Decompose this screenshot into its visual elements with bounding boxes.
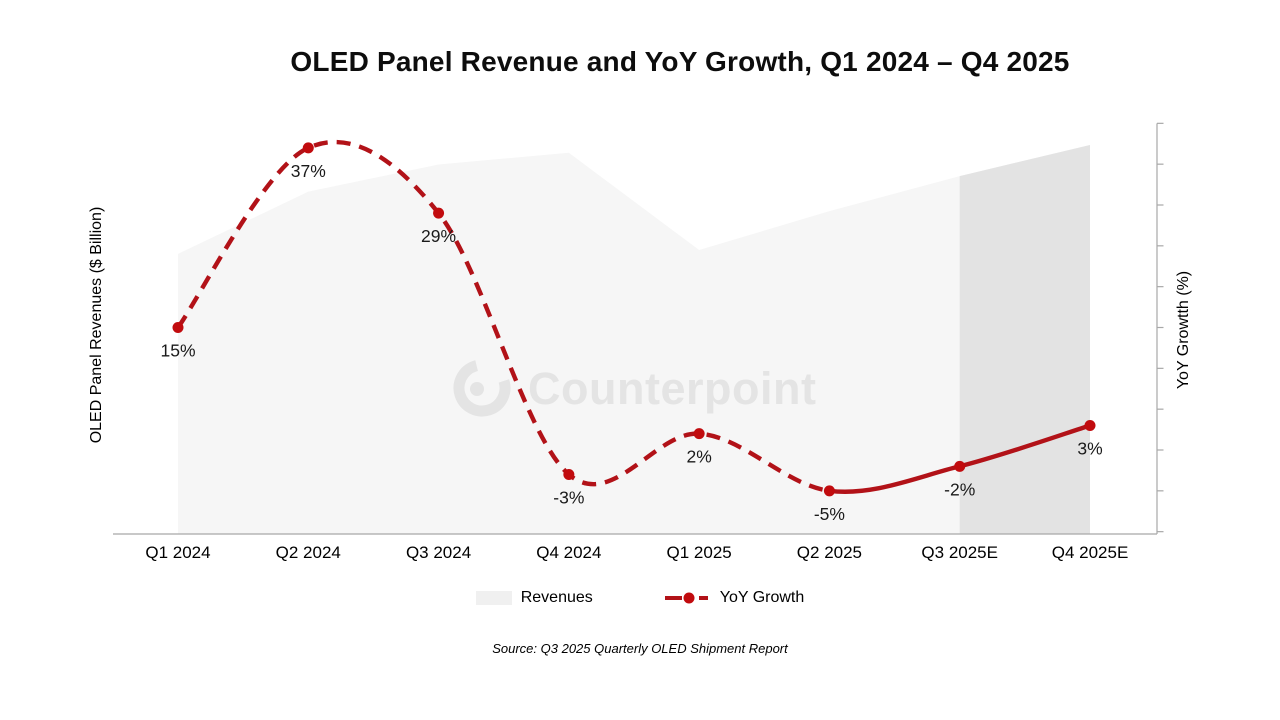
x-axis-label: Q3 2024 bbox=[406, 543, 471, 562]
yoy-data-label: -2% bbox=[944, 479, 975, 499]
x-axis-label: Q1 2024 bbox=[145, 543, 210, 562]
x-axis-label: Q4 2025E bbox=[1052, 543, 1129, 562]
page-title: OLED Panel Revenue and YoY Growth, Q1 20… bbox=[290, 46, 1070, 77]
revenues-swatch-icon bbox=[475, 591, 512, 605]
revenue-area-shape bbox=[178, 145, 1090, 534]
yoy-data-label: 2% bbox=[686, 447, 711, 467]
yoy-point-dot bbox=[693, 428, 705, 440]
x-axis-label: Q3 2025E bbox=[921, 543, 998, 562]
yoy-data-label: 37% bbox=[291, 161, 326, 181]
yoy-data-label: -3% bbox=[553, 488, 584, 508]
yoy-data-label: 3% bbox=[1077, 438, 1102, 458]
legend-revenues-item: Revenues bbox=[475, 589, 593, 607]
legend: Revenues YoY Growth bbox=[0, 589, 1280, 607]
legend-growth-label: YoY Growth bbox=[719, 589, 805, 606]
yoy-data-label: 15% bbox=[160, 340, 195, 360]
yoy-point-dot bbox=[172, 321, 184, 333]
growth-line-marker-icon bbox=[664, 592, 708, 604]
x-axis-label: Q4 2024 bbox=[536, 543, 601, 562]
yoy-data-label: 29% bbox=[421, 226, 456, 246]
yoy-data-label: -5% bbox=[814, 504, 845, 524]
yoy-point-dot bbox=[302, 142, 314, 154]
yoy-point-dot bbox=[433, 207, 445, 219]
yoy-point-dot bbox=[563, 469, 575, 481]
yoy-point-dot bbox=[954, 460, 966, 472]
yoy-point-dot bbox=[1084, 419, 1096, 431]
yoy-growth-line-dashed bbox=[176, 139, 830, 493]
legend-revenues-label: Revenues bbox=[520, 589, 593, 606]
source-note: Source: Q3 2025 Quarterly OLED Shipment … bbox=[492, 641, 788, 656]
yoy-point-dot bbox=[823, 485, 835, 497]
x-axis-label: Q2 2025 bbox=[797, 543, 862, 562]
x-axis-label: Q2 2024 bbox=[276, 543, 341, 562]
legend-growth-item: YoY Growth bbox=[664, 589, 805, 607]
x-axis-label: Q1 2025 bbox=[667, 543, 732, 562]
